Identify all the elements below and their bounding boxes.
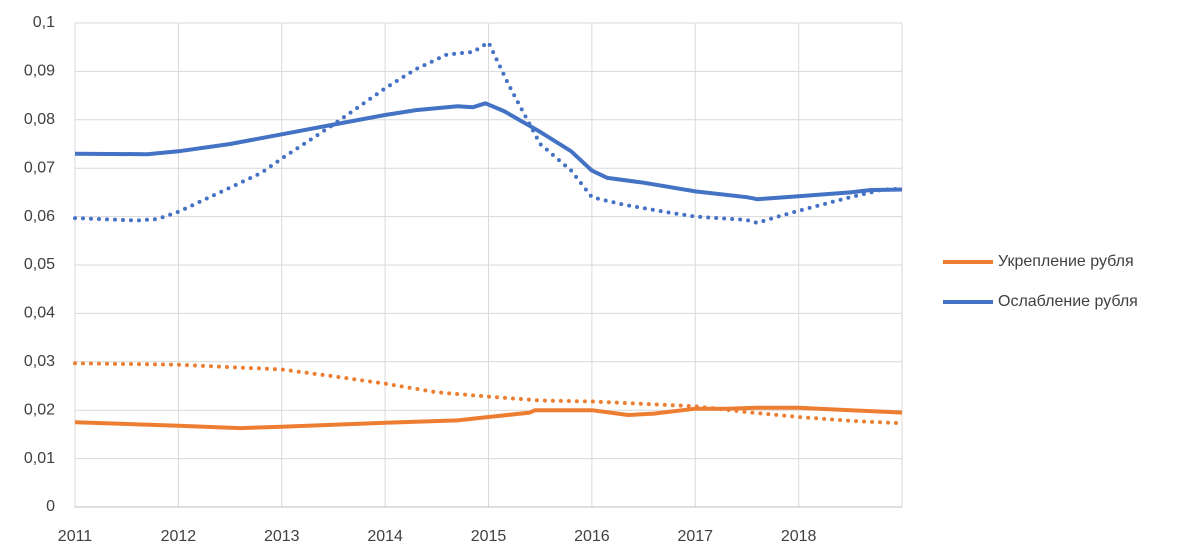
y-tick-label: 0,08 (24, 111, 55, 128)
x-tick-label: 2014 (367, 528, 403, 545)
x-tick-label: 2013 (264, 528, 300, 545)
x-tick-label: 2015 (471, 528, 507, 545)
y-tick-label: 0,04 (24, 305, 55, 322)
y-tick-label: 0 (46, 498, 55, 515)
y-tick-label: 0,07 (24, 159, 55, 176)
legend-label: Ослабление рубля (998, 293, 1138, 310)
line (73, 40, 904, 225)
line (74, 405, 903, 431)
x-tick-label: 2012 (161, 528, 197, 545)
y-tick-label: 0,06 (24, 208, 55, 225)
y-tick-label: 0,02 (24, 401, 55, 418)
x-tick-label: 2011 (58, 528, 93, 545)
y-tick-label: 0,1 (33, 14, 55, 31)
line (73, 361, 904, 426)
legend-label: Укрепление рубля (998, 253, 1134, 270)
line (74, 101, 903, 202)
y-tick-label: 0,01 (24, 450, 55, 467)
x-tick-label: 2016 (574, 528, 610, 545)
x-tick-label: 2018 (781, 528, 817, 545)
y-tick-label: 0,09 (24, 63, 55, 80)
y-tick-label: 0,05 (24, 256, 55, 273)
y-tick-label: 0,03 (24, 353, 55, 370)
x-tick-label: 2017 (677, 528, 713, 545)
